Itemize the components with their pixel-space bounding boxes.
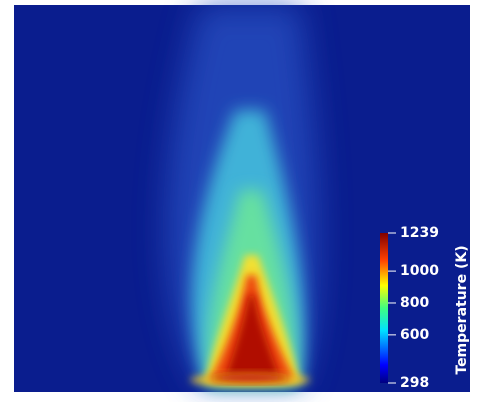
colorbar (380, 233, 388, 383)
flame (166, 5, 319, 386)
tick-label: 1000 (400, 263, 439, 279)
tick-label: 800 (400, 295, 429, 311)
tick-label: 298 (400, 375, 429, 391)
tick-label: 600 (400, 327, 429, 343)
colorbar-ticks: 298 600 800 1000 1239 (388, 225, 439, 391)
tick-label: 1239 (400, 225, 439, 241)
colorbar-title: Temperature (K) (454, 245, 470, 374)
